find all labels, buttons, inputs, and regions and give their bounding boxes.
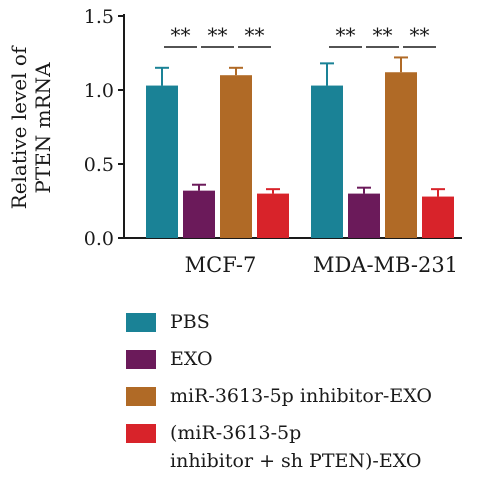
legend-swatch — [126, 387, 156, 406]
y-tick-label: 0.5 — [84, 154, 114, 176]
significance-label: ** — [171, 23, 191, 47]
legend-swatch — [126, 313, 156, 332]
significance-label: ** — [245, 23, 265, 47]
bar — [183, 190, 215, 238]
legend-item: EXO — [126, 345, 432, 382]
bar — [257, 193, 289, 238]
bar-chart: Relative level of PTEN mRNA 0.0 0.5 1.0 1.5 MC… — [7, 6, 462, 277]
bar — [220, 75, 252, 238]
y-axis-label: Relative level of — [7, 45, 31, 209]
legend-label: miR-3613-5p inhibitor-EXO — [170, 385, 432, 407]
legend-swatch — [126, 350, 156, 369]
significance-label: ** — [410, 23, 430, 47]
bar — [385, 72, 417, 239]
legend-item: PBS — [126, 308, 432, 345]
legend-label: PBS — [170, 311, 210, 333]
legend-swatch — [126, 424, 156, 443]
y-tick-label: 1.0 — [84, 80, 114, 102]
bar — [422, 196, 454, 238]
x-tick-label: MDA-MB-231 — [313, 253, 458, 277]
bar — [348, 193, 380, 238]
y-tick-label: 1.5 — [84, 6, 114, 28]
significance-label: ** — [373, 23, 393, 47]
legend-label: (miR-3613-5p inhibitor + sh PTEN)-EXO — [170, 422, 422, 472]
significance-label: ** — [208, 23, 228, 47]
significance-label: ** — [336, 23, 356, 47]
x-tick-label: MCF-7 — [185, 253, 257, 277]
legend-label: EXO — [170, 348, 213, 370]
y-tick-label: 0.0 — [84, 228, 114, 250]
bar — [146, 85, 178, 238]
legend-item: (miR-3613-5p inhibitor + sh PTEN)-EXO — [126, 419, 432, 472]
legend-item: miR-3613-5p inhibitor-EXO — [126, 382, 432, 419]
bar — [311, 85, 343, 238]
legend: PBS EXO miR-3613-5p inhibitor-EXO (miR-3613… — [126, 308, 432, 472]
y-axis-label: PTEN mRNA — [31, 62, 55, 194]
